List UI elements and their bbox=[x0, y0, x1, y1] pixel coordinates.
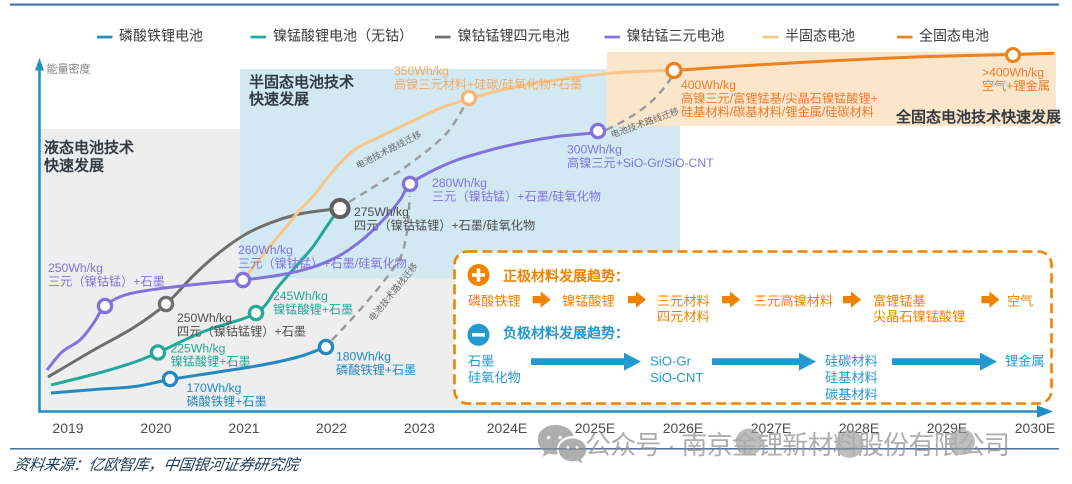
svg-text:碳基材料: 碳基材料 bbox=[825, 387, 878, 402]
svg-text:镍锰酸锂电池（无钴）: 镍锰酸锂电池（无钴） bbox=[273, 28, 413, 44]
svg-text:能量密度: 能量密度 bbox=[47, 62, 91, 76]
svg-text:石墨: 石墨 bbox=[468, 354, 494, 369]
svg-text:负极材料发展趋势：: 负极材料发展趋势： bbox=[503, 325, 629, 341]
svg-text:四元（镍钴锰锂）+石墨/硅氧化物: 四元（镍钴锰锂）+石墨/硅氧化物 bbox=[354, 217, 535, 232]
svg-text:磷酸铁锂: 磷酸铁锂 bbox=[468, 294, 521, 309]
svg-text:全固态电池: 全固态电池 bbox=[919, 28, 989, 44]
svg-text:高镍三元/富锂锰基/尖晶石镍锰酸锂+: 高镍三元/富锂锰基/尖晶石镍锰酸锂+ bbox=[681, 90, 878, 105]
svg-text:高镍三元材料+硅碳/硅氧化物+石墨: 高镍三元材料+硅碳/硅氧化物+石墨 bbox=[394, 76, 582, 91]
svg-text:170Wh/kg: 170Wh/kg bbox=[187, 381, 242, 395]
svg-text:快速发展: 快速发展 bbox=[249, 90, 309, 108]
svg-text:225Wh/kg: 225Wh/kg bbox=[171, 341, 226, 355]
svg-text:三元（镍钴锰）+石墨: 三元（镍钴锰）+石墨 bbox=[48, 273, 165, 288]
svg-text:磷酸铁锂+石墨: 磷酸铁锂+石墨 bbox=[336, 362, 416, 377]
svg-text:260Wh/kg: 260Wh/kg bbox=[238, 243, 293, 257]
svg-text:镍钴锰锂四元电池: 镍钴锰锂四元电池 bbox=[458, 28, 570, 44]
svg-text:镍锰酸锂+石墨: 镍锰酸锂+石墨 bbox=[273, 301, 353, 316]
svg-text:2020: 2020 bbox=[140, 420, 171, 436]
svg-text:半固态电池: 半固态电池 bbox=[785, 28, 855, 44]
svg-text:SiO-CNT: SiO-CNT bbox=[650, 370, 703, 385]
svg-text:正极材料发展趋势：: 正极材料发展趋势： bbox=[503, 268, 629, 284]
svg-text:180Wh/kg: 180Wh/kg bbox=[336, 349, 391, 363]
svg-text:250Wh/kg: 250Wh/kg bbox=[177, 311, 232, 325]
svg-text:全固态电池技术快速发展: 全固态电池技术快速发展 bbox=[895, 108, 1061, 126]
svg-text:280Wh/kg: 280Wh/kg bbox=[432, 176, 487, 190]
svg-text:四元（镍钴锰锂）+石墨: 四元（镍钴锰锂）+石墨 bbox=[177, 323, 306, 338]
svg-text:245Wh/kg: 245Wh/kg bbox=[273, 289, 328, 303]
svg-text:三元高镍材料: 三元高镍材料 bbox=[754, 293, 833, 309]
svg-text:三元（镍钴锰）+石墨/硅氧化物: 三元（镍钴锰）+石墨/硅氧化物 bbox=[432, 188, 601, 203]
svg-text:锂金属: 锂金属 bbox=[1005, 354, 1045, 369]
svg-text:资料来源：亿欧智库，中国银河证券研究院: 资料来源：亿欧智库，中国银河证券研究院 bbox=[12, 456, 302, 474]
svg-text:275Wh/kg: 275Wh/kg bbox=[354, 205, 409, 219]
svg-text:镍锰酸锂+石墨: 镍锰酸锂+石墨 bbox=[171, 354, 251, 369]
svg-text:空气: 空气 bbox=[1007, 294, 1033, 309]
svg-text:高镍三元+SiO-Gr/SiO-CNT: 高镍三元+SiO-Gr/SiO-CNT bbox=[567, 155, 714, 170]
svg-text:2024E: 2024E bbox=[487, 420, 527, 436]
svg-text:富锂锰基: 富锂锰基 bbox=[873, 293, 926, 309]
svg-text:三元材料: 三元材料 bbox=[657, 294, 710, 309]
svg-text:2022: 2022 bbox=[316, 420, 347, 436]
svg-text:2026E: 2026E bbox=[663, 420, 703, 436]
svg-text:2021: 2021 bbox=[228, 420, 259, 436]
svg-text:>400Wh/kg: >400Wh/kg bbox=[982, 65, 1044, 79]
svg-text:2030E: 2030E bbox=[1015, 420, 1055, 436]
svg-text:硅氧化物: 硅氧化物 bbox=[468, 370, 521, 385]
svg-text:2019: 2019 bbox=[52, 420, 83, 436]
svg-text:半固态电池技术: 半固态电池技术 bbox=[249, 73, 354, 91]
svg-text:250Wh/kg: 250Wh/kg bbox=[48, 261, 103, 275]
svg-text:350Wh/kg: 350Wh/kg bbox=[394, 64, 449, 78]
svg-text:快速发展: 快速发展 bbox=[44, 157, 104, 175]
svg-text:300Wh/kg: 300Wh/kg bbox=[567, 142, 622, 156]
svg-text:硅基材料: 硅基材料 bbox=[825, 370, 878, 385]
svg-text:镍钴锰三元电池: 镍钴锰三元电池 bbox=[627, 28, 725, 44]
svg-text:400Wh/kg: 400Wh/kg bbox=[681, 78, 736, 92]
svg-text:磷酸铁锂+石墨: 磷酸铁锂+石墨 bbox=[187, 393, 267, 408]
svg-text:液态电池技术: 液态电池技术 bbox=[44, 139, 134, 157]
svg-text:三元（镍钴锰）+石墨/硅氧化物: 三元（镍钴锰）+石墨/硅氧化物 bbox=[238, 255, 407, 270]
svg-text:SiO-Gr: SiO-Gr bbox=[650, 354, 692, 369]
svg-text:硅碳材料: 硅碳材料 bbox=[825, 354, 878, 369]
svg-text:尖晶石镍锰酸锂: 尖晶石镍锰酸锂 bbox=[873, 309, 965, 324]
svg-text:四元材料: 四元材料 bbox=[657, 309, 710, 324]
svg-text:2025E: 2025E bbox=[575, 420, 615, 436]
svg-text:2027E: 2027E bbox=[751, 420, 791, 436]
svg-text:2023: 2023 bbox=[404, 420, 435, 436]
svg-text:磷酸铁锂电池: 磷酸铁锂电池 bbox=[119, 28, 203, 44]
svg-text:硅基材料/碳基材料/锂金属/硅碳材料: 硅基材料/碳基材料/锂金属/硅碳材料 bbox=[681, 104, 874, 119]
svg-text:空气+锂金属: 空气+锂金属 bbox=[982, 78, 1050, 93]
svg-text:镍锰酸锂: 镍锰酸锂 bbox=[562, 294, 615, 309]
svg-text:公众号 · 南京金锂新材料股份有限公司: 公众号 · 南京金锂新材料股份有限公司 bbox=[585, 430, 1010, 460]
